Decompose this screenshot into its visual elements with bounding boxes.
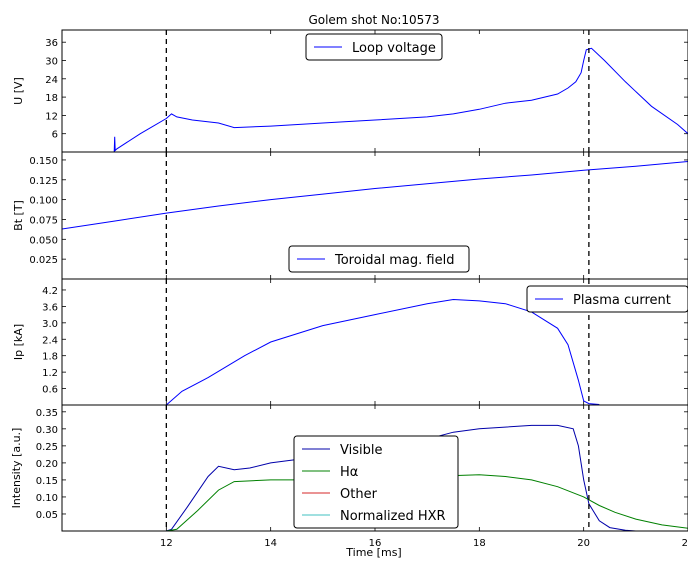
legend: Plasma current bbox=[526, 285, 688, 313]
series-line-4-2 bbox=[166, 474, 688, 531]
y-tick-label: 3.0 bbox=[42, 319, 58, 330]
y-tick-label: 0.050 bbox=[29, 235, 58, 246]
legend: Visible Hα Other Normalized HXR bbox=[293, 435, 459, 529]
panel-3: 0.6 1.2 1.8 2.4 3.0 3.6 4.2 Ip [kA] Plasma curre… bbox=[12, 278, 688, 406]
legend-label: Other bbox=[340, 487, 378, 502]
y-axis-label: Intensity [a.u.] bbox=[10, 428, 23, 509]
y-tick-label: 0.075 bbox=[29, 215, 58, 226]
legend-frame bbox=[288, 245, 470, 273]
legend-label: Hα bbox=[340, 465, 358, 480]
x-tick-label: 16 bbox=[369, 538, 382, 549]
y-tick-label: 0.20 bbox=[36, 459, 58, 470]
y-axis-label: U [V] bbox=[12, 77, 25, 105]
legend-frame bbox=[526, 285, 688, 313]
series-line-1-1 bbox=[113, 47, 688, 152]
y-tick-label: 0.6 bbox=[42, 385, 58, 396]
legend-label: Normalized HXR bbox=[340, 509, 446, 524]
y-tick-label: 36 bbox=[45, 38, 58, 49]
x-tick-label: 20 bbox=[577, 538, 590, 549]
legend-label: Plasma current bbox=[573, 293, 671, 308]
x-tick-label: 18 bbox=[473, 538, 486, 549]
y-axis-label: Bt [T] bbox=[12, 200, 25, 231]
series-line-2-1 bbox=[62, 161, 688, 230]
panel-1: 6 12 18 24 30 36 U [V] Loop voltage bbox=[12, 29, 688, 153]
y-tick-label: 0.100 bbox=[29, 196, 58, 207]
legend-frame bbox=[293, 435, 459, 529]
y-tick-label: 0.125 bbox=[29, 176, 58, 187]
legend: Loop voltage bbox=[305, 33, 443, 61]
figure-title: Golem shot No:10573 bbox=[308, 13, 439, 27]
x-tick-label: 12 bbox=[160, 538, 173, 549]
y-tick-label: 0.30 bbox=[36, 425, 58, 436]
y-tick-label: 30 bbox=[45, 57, 58, 68]
y-tick-label: 1.8 bbox=[42, 352, 58, 363]
series-line-3-1 bbox=[165, 298, 600, 405]
y-tick-label: 0.10 bbox=[36, 493, 58, 504]
y-tick-label: 0.05 bbox=[36, 510, 58, 521]
y-tick-label: 6 bbox=[52, 130, 58, 141]
y-tick-label: 2.4 bbox=[42, 335, 58, 346]
x-axis-label: Time [ms] bbox=[345, 546, 401, 559]
panel-frame bbox=[61, 404, 688, 532]
panel-4: 0.05 0.10 0.15 0.20 0.25 0.30 0.35 Intensity [a… bbox=[10, 404, 688, 532]
x-axis: 12 14 16 18 20 22 bbox=[160, 538, 688, 549]
legend-label: Loop voltage bbox=[352, 41, 436, 56]
series-line-4-1 bbox=[166, 424, 636, 531]
y-tick-label: 24 bbox=[45, 75, 58, 86]
y-tick-label: 4.2 bbox=[42, 286, 58, 297]
y-axis-label: Ip [kA] bbox=[12, 324, 25, 360]
y-tick-label: 18 bbox=[45, 93, 58, 104]
x-tick-label: 14 bbox=[264, 538, 277, 549]
legend-label: Toroidal mag. field bbox=[334, 253, 454, 268]
y-tick-label: 1.2 bbox=[42, 368, 58, 379]
panel-2: 0.025 0.050 0.075 0.100 0.125 0.150 Bt [T] Toro… bbox=[12, 151, 688, 280]
y-tick-label: 0.025 bbox=[29, 255, 58, 266]
legend-label: Visible bbox=[340, 443, 382, 458]
y-tick-label: 12 bbox=[45, 111, 58, 122]
legend: Toroidal mag. field bbox=[288, 245, 470, 273]
x-tick-label: 22 bbox=[682, 538, 688, 549]
y-tick-label: 0.25 bbox=[36, 442, 58, 453]
legend-frame bbox=[305, 33, 443, 61]
y-tick-label: 0.150 bbox=[29, 156, 58, 167]
y-tick-label: 3.6 bbox=[42, 302, 58, 313]
y-tick-label: 0.35 bbox=[36, 408, 58, 419]
y-tick-label: 0.15 bbox=[36, 476, 58, 487]
